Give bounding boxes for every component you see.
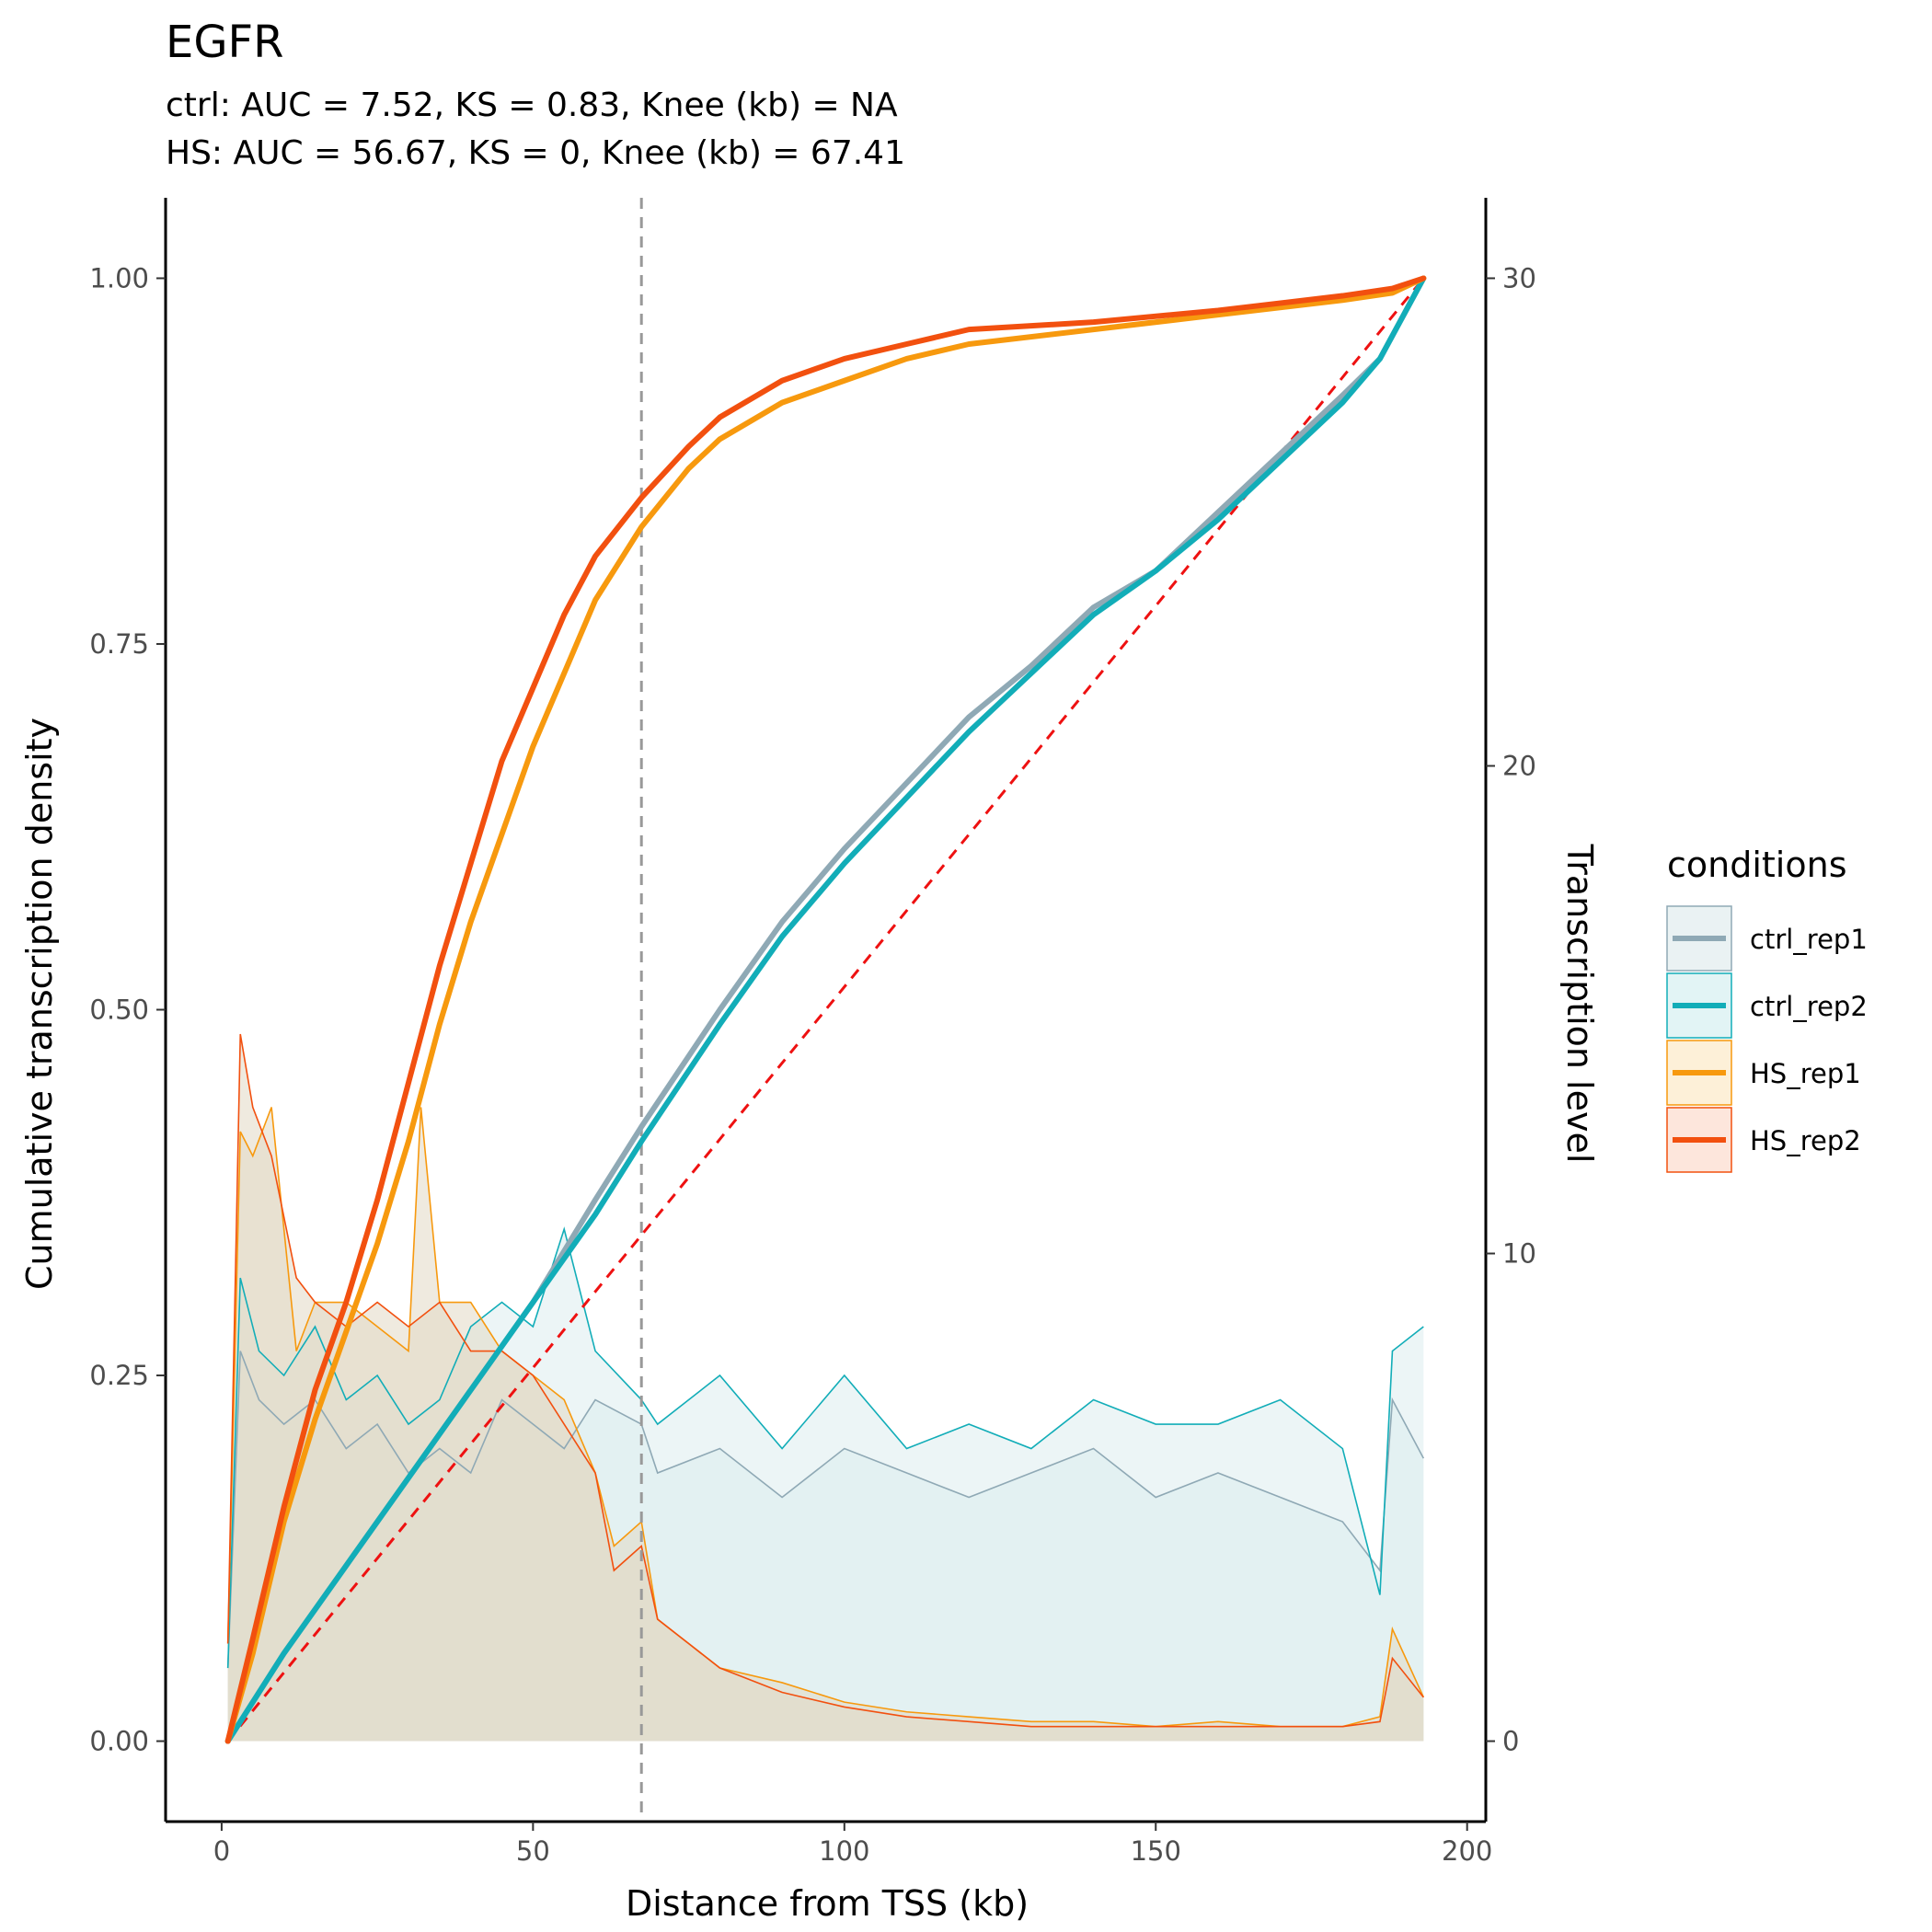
plot-area	[224, 198, 1427, 1822]
legend-label-HS_rep1: HS_rep1	[1750, 1058, 1861, 1089]
y-tick-label: 1.00	[89, 262, 149, 293]
level-line-HS_rep1	[226, 1107, 1425, 1728]
reference-diagonal-line	[226, 277, 1425, 1742]
x-tick-label: 200	[1442, 1835, 1492, 1867]
cumulative-line-ctrl_rep2	[224, 275, 1427, 1744]
y2-axis-title: Transcription level	[1559, 844, 1600, 1164]
chart-subtitle-line-1: ctrl: AUC = 7.52, KS = 0.83, Knee (kb) =…	[166, 86, 898, 124]
legend-label-HS_rep2: HS_rep2	[1750, 1125, 1861, 1156]
legend-title: conditions	[1667, 845, 1847, 885]
y2-tick-label: 30	[1502, 262, 1536, 293]
x-tick-label: 0	[213, 1835, 230, 1867]
y2-tick-label: 10	[1502, 1238, 1536, 1270]
y-axis-title: Cumulative transcription density	[19, 718, 60, 1290]
axes: 0 50 100 150 200 0.00 0.25 0.50 0.75 1.00 0 10 20 30	[89, 198, 1536, 1867]
y2-tick-label: 0	[1502, 1726, 1519, 1757]
y-tick-label: 0.75	[89, 628, 149, 660]
y-tick-label: 0.50	[89, 995, 149, 1026]
x-axis-title: Distance from TSS (kb)	[626, 1883, 1029, 1924]
cumulative-line-HS_rep1	[224, 275, 1427, 1744]
level-line-ctrl_rep1	[226, 1351, 1425, 1669]
y-tick-label: 0.00	[89, 1726, 149, 1757]
cumulative-line-HS_rep2	[224, 275, 1427, 1744]
x-tick-label: 50	[516, 1835, 550, 1867]
y2-tick-label: 20	[1502, 750, 1536, 781]
chart-subtitle-line-2: HS: AUC = 56.67, KS = 0, Knee (kb) = 67.…	[166, 134, 905, 172]
legend-label-ctrl_rep1: ctrl_rep1	[1750, 924, 1868, 955]
legend: conditions ctrl_rep1 ctrl_rep2 HS_rep1 HS_r…	[1666, 845, 1868, 1173]
x-tick-label: 150	[1131, 1835, 1181, 1867]
chart-title: EGFR	[166, 17, 283, 68]
level-line-ctrl_rep2	[226, 1226, 1424, 1669]
x-tick-label: 100	[819, 1835, 869, 1867]
level-area-HS_rep2	[227, 1034, 1424, 1742]
level-line-HS_rep2	[226, 1033, 1424, 1728]
y-tick-label: 0.25	[89, 1360, 149, 1391]
legend-label-ctrl_rep2: ctrl_rep2	[1750, 991, 1868, 1022]
